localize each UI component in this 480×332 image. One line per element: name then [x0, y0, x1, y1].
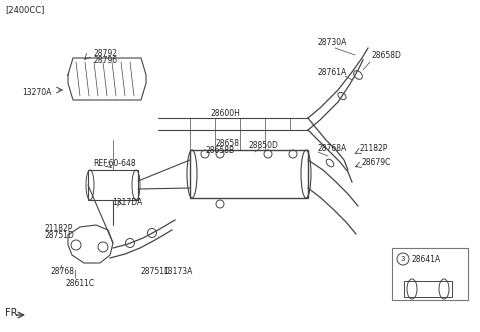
Bar: [404, 281, 452, 297]
Text: REF.60-648: REF.60-648: [93, 158, 136, 168]
Bar: [190, 150, 308, 198]
Text: 21182P: 21182P: [44, 223, 72, 232]
Text: 13270A: 13270A: [22, 88, 51, 97]
Text: 28761A: 28761A: [317, 67, 346, 76]
Text: [2400CC]: [2400CC]: [5, 6, 44, 15]
Bar: [88, 170, 138, 200]
Text: 28730A: 28730A: [318, 38, 348, 46]
Text: FR: FR: [5, 308, 17, 318]
Text: 28600H: 28600H: [210, 109, 240, 118]
Text: 3: 3: [401, 256, 405, 262]
Text: 28768: 28768: [50, 268, 74, 277]
Text: 28751D: 28751D: [44, 230, 74, 239]
Text: 28658D: 28658D: [372, 50, 402, 59]
Text: 28679C: 28679C: [362, 157, 391, 167]
Text: 28611C: 28611C: [65, 279, 94, 288]
Text: 28658B: 28658B: [205, 145, 234, 154]
Text: 28751D: 28751D: [140, 268, 170, 277]
Text: 21182P: 21182P: [360, 143, 388, 152]
Text: 28796: 28796: [93, 55, 117, 64]
Bar: [392, 248, 468, 300]
Text: 28641A: 28641A: [412, 255, 441, 264]
Text: 28850D: 28850D: [248, 140, 278, 149]
Text: 28768A: 28768A: [318, 143, 347, 152]
Text: 1317DA: 1317DA: [112, 198, 142, 207]
Text: 28658: 28658: [215, 138, 239, 147]
Text: 28792: 28792: [93, 48, 117, 57]
Text: 13173A: 13173A: [163, 268, 192, 277]
